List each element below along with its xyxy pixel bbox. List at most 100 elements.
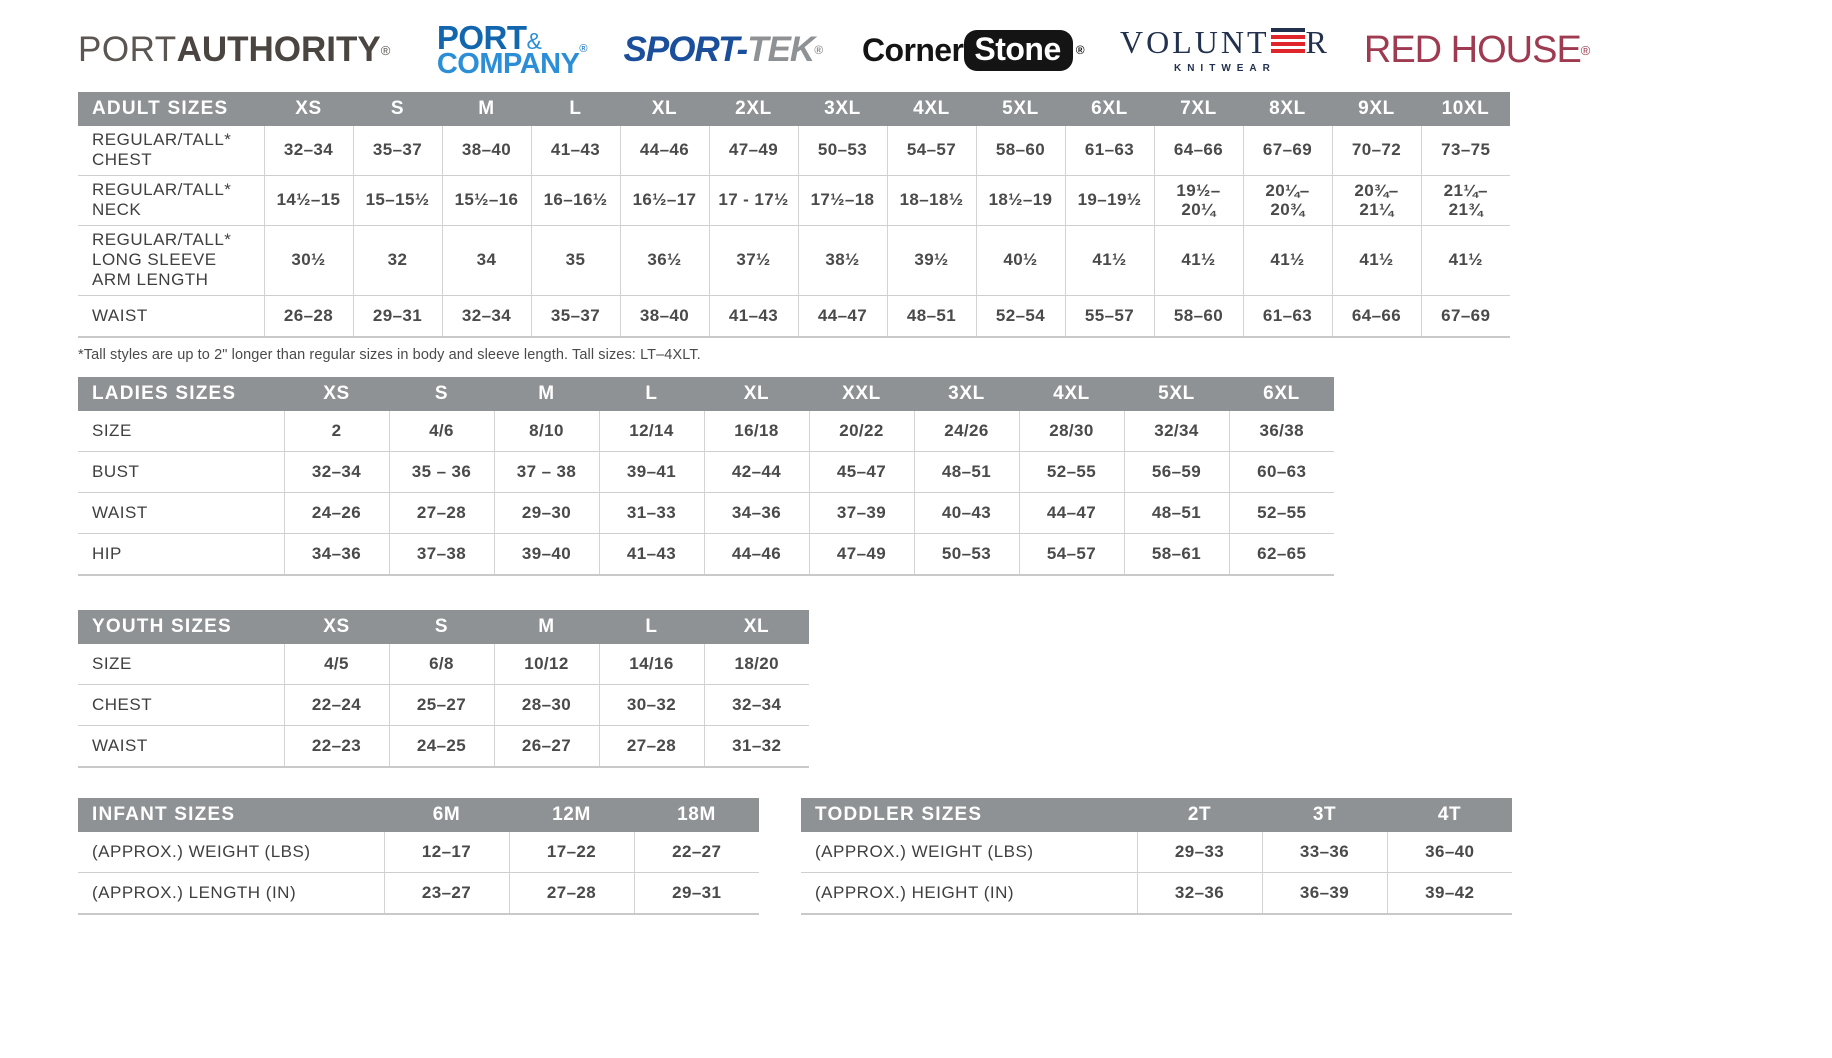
adult-cell: 41½ [1332, 225, 1422, 296]
sport-tek-logo-part1: SPORT- [623, 30, 749, 69]
ladies-cell: 50–53 [914, 533, 1020, 576]
ladies-cell: 44–47 [1019, 492, 1125, 534]
adult-cell: 17½–18 [798, 175, 888, 226]
adult-cell: 41½ [1065, 225, 1155, 296]
port-authority-logo-part2: AUTHORITY [176, 30, 381, 69]
table-row: (APPROX.) LENGTH (IN) 23–27 27–28 29–31 [78, 872, 759, 915]
adult-cell: 64–66 [1154, 126, 1244, 176]
ladies-column-header: XS [284, 376, 389, 411]
infant-header-row: INFANT SIZES 6M 12M 18M [78, 797, 759, 832]
adult-table-title: ADULT SIZES [78, 92, 264, 126]
adult-column-header: 10XL [1421, 92, 1510, 126]
infant-column-header: 12M [509, 797, 634, 832]
infant-column-header: 6M [384, 797, 509, 832]
adult-column-header: 8XL [1243, 92, 1332, 126]
ladies-cell: 48–51 [1124, 492, 1230, 534]
ladies-cell: 58–61 [1124, 533, 1230, 576]
toddler-sizes-table: TODDLER SIZES 2T 3T 4T (APPROX.) WEIGHT (LB… [801, 797, 1512, 915]
table-row: SIZE 4/5 6/8 10/12 14/16 18/20 [78, 643, 809, 685]
ladies-cell: 29–30 [494, 492, 600, 534]
adult-cell: 52–54 [976, 295, 1066, 338]
youth-column-header: M [494, 609, 599, 644]
ladies-table-title: LADIES SIZES [78, 376, 284, 411]
adult-column-header: XL [620, 92, 709, 126]
adult-row-label: REGULAR/TALL* LONG SLEEVE ARM LENGTH [78, 225, 265, 296]
cornerstone-logo: Corner Stone ® [862, 29, 1085, 71]
ladies-row-label: SIZE [78, 410, 285, 452]
youth-table-header: YOUTH SIZES XS S M L XL [78, 609, 809, 644]
toddler-cell: 39–42 [1387, 872, 1512, 915]
youth-column-header: XL [704, 609, 809, 644]
infant-sizes-section: INFANT SIZES 6M 12M 18M (APPROX.) WEIGHT (L… [78, 797, 759, 915]
youth-cell: 32–34 [704, 684, 809, 726]
toddler-cell: 36–40 [1387, 831, 1512, 873]
red-house-logo: RED HOUSE ® [1364, 29, 1590, 72]
infant-cell: 12–17 [384, 831, 510, 873]
adult-cell: 61–63 [1065, 126, 1155, 176]
adult-cell: 16½–17 [620, 175, 710, 226]
ladies-cell: 62–65 [1229, 533, 1334, 576]
adult-column-header: 2XL [709, 92, 798, 126]
youth-cell: 10/12 [494, 643, 600, 685]
registered-mark-icon: ® [814, 43, 823, 57]
ladies-cell: 54–57 [1019, 533, 1125, 576]
ladies-column-header: S [389, 376, 494, 411]
youth-cell: 31–32 [704, 725, 809, 768]
ladies-cell: 52–55 [1019, 451, 1125, 493]
adult-cell: 26–28 [264, 295, 354, 338]
toddler-cell: 36–39 [1262, 872, 1388, 915]
ladies-cell: 37 – 38 [494, 451, 600, 493]
ladies-cell: 35 – 36 [389, 451, 495, 493]
adult-cell: 36½ [620, 225, 710, 296]
ladies-cell: 8/10 [494, 410, 600, 452]
adult-cell: 15–15½ [353, 175, 443, 226]
toddler-table-body: (APPROX.) WEIGHT (LBS) 29–33 33–36 36–40 (AP… [801, 831, 1512, 915]
adult-table-header: ADULT SIZES XS S M L XL 2XL 3XL 4XL 5XL 6XL 7XL 8XL 9… [78, 92, 1510, 126]
youth-cell: 28–30 [494, 684, 600, 726]
infant-row-label: (APPROX.) WEIGHT (LBS) [78, 831, 385, 873]
infant-sizes-table: INFANT SIZES 6M 12M 18M (APPROX.) WEIGHT (L… [78, 797, 759, 915]
toddler-row-label: (APPROX.) HEIGHT (IN) [801, 872, 1138, 915]
registered-mark-icon: ® [380, 42, 391, 58]
infant-cell: 23–27 [384, 872, 510, 915]
port-and-company-logo-line1: PORT [436, 18, 527, 56]
youth-cell: 14/16 [599, 643, 705, 685]
ladies-column-header: 6XL [1229, 376, 1334, 411]
adult-column-header: 5XL [976, 92, 1065, 126]
table-row: REGULAR/TALL* NECK 14½–15 15–15½ 15½–16 16–16… [78, 175, 1510, 226]
adult-column-header: M [442, 92, 531, 126]
adult-sizes-footnote: *Tall styles are up to 2" longer than re… [78, 346, 701, 363]
ladies-cell: 31–33 [599, 492, 705, 534]
adult-row-label: WAIST [78, 295, 265, 338]
adult-cell: 21¼– 21¾ [1421, 175, 1510, 226]
adult-table-body: REGULAR/TALL* CHEST 32–34 35–37 38–40 41–43 44… [78, 126, 1510, 338]
adult-sizes-table: ADULT SIZES XS S M L XL 2XL 3XL 4XL 5XL 6XL 7XL 8XL 9… [78, 92, 1510, 338]
adult-column-header: 3XL [798, 92, 887, 126]
adult-cell: 37½ [709, 225, 799, 296]
ladies-cell: 56–59 [1124, 451, 1230, 493]
ladies-cell: 32/34 [1124, 410, 1230, 452]
table-row: (APPROX.) HEIGHT (IN) 32–36 36–39 39–42 [801, 872, 1512, 915]
volunteer-knitwear-logo: VOLUNT R KNITWEAR [1120, 26, 1330, 74]
toddler-cell: 32–36 [1137, 872, 1263, 915]
youth-cell: 27–28 [599, 725, 705, 768]
ladies-cell: 24–26 [284, 492, 390, 534]
youth-header-row: YOUTH SIZES XS S M L XL [78, 609, 809, 644]
youth-table-title: YOUTH SIZES [78, 609, 284, 644]
ladies-column-header: M [494, 376, 599, 411]
adult-cell: 64–66 [1332, 295, 1422, 338]
adult-cell: 55–57 [1065, 295, 1155, 338]
adult-cell: 58–60 [1154, 295, 1244, 338]
toddler-column-header: 2T [1137, 797, 1262, 832]
youth-sizes-table: YOUTH SIZES XS S M L XL SIZE 4/5 6/8 10/12 14/16 1… [78, 609, 809, 768]
volunteer-logo-part2: R [1305, 24, 1330, 60]
table-row: (APPROX.) WEIGHT (LBS) 12–17 17–22 22–27 [78, 831, 759, 873]
cornerstone-logo-part1: Corner [862, 31, 964, 68]
ladies-cell: 40–43 [914, 492, 1020, 534]
youth-column-header: XS [284, 609, 389, 644]
adult-cell: 32 [353, 225, 443, 296]
sport-tek-logo: SPORT- TEK ® [624, 30, 823, 70]
toddler-row-label: (APPROX.) WEIGHT (LBS) [801, 831, 1138, 873]
adult-cell: 19–19½ [1065, 175, 1155, 226]
adult-row-label: REGULAR/TALL* NECK [78, 175, 265, 226]
